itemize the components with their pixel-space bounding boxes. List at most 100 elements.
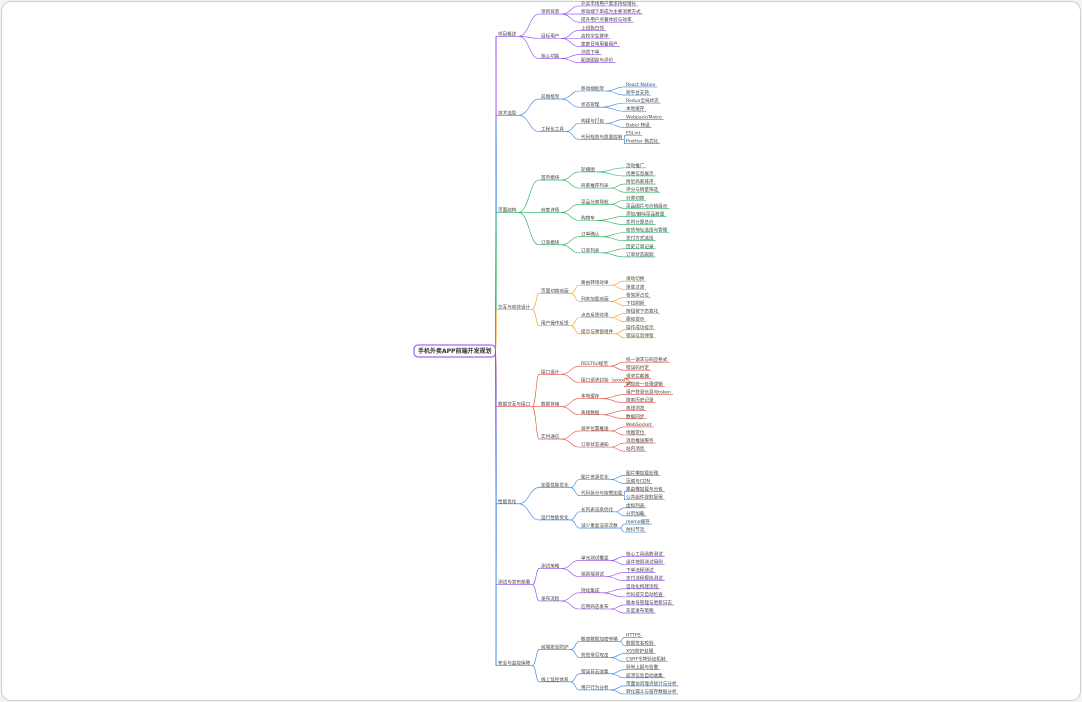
connector: [619, 637, 625, 642]
leaf-label: 灰度发布策略: [626, 607, 654, 614]
connector: [561, 236, 580, 246]
connector: [518, 13, 540, 37]
branch-label: 交互与动效设计: [498, 304, 531, 311]
connector: [570, 317, 580, 327]
node-label: 敏感数据加密传输: [581, 635, 618, 642]
node-label: 运行性能优化: [541, 514, 569, 521]
connector: [610, 280, 625, 286]
leaf-label: 用户登录信息与token: [626, 389, 671, 396]
connector: [518, 36, 540, 39]
connector: [605, 86, 625, 92]
leaf-label: React Native: [626, 82, 655, 88]
connector: [601, 248, 625, 254]
leaf-label: 虚拟列表: [626, 502, 645, 509]
leaf-label: XSS防护处理: [626, 648, 654, 655]
node-label: 本地缓存: [581, 393, 600, 400]
leaf-label: 图片懒加载处理: [626, 469, 659, 476]
node-label: 列表加载动画: [581, 295, 609, 302]
leaf-label: 组件快照测试用例: [626, 558, 663, 565]
connector: [610, 685, 625, 691]
connector: [561, 438, 580, 448]
connector: [561, 38, 580, 47]
leaf-label: 浏览下单: [581, 49, 600, 56]
node-label: 前端框架: [541, 93, 560, 100]
connector: [570, 641, 580, 650]
connector: [610, 183, 625, 189]
node-label: 用户操作反馈: [541, 320, 569, 327]
node-label: 防范常见攻击: [581, 652, 609, 659]
node-label: 图片资源优化: [581, 474, 609, 481]
connector: [610, 199, 625, 205]
node-label: 前端安全防护: [541, 643, 569, 650]
connector: [610, 442, 625, 448]
connector: [610, 556, 625, 561]
branch-label: 数据交互与接口: [498, 401, 531, 408]
connector: [601, 102, 625, 108]
leaf-label: 附近商家排序: [626, 178, 654, 185]
node-label: 错误日志收集: [581, 668, 609, 675]
leaf-label: 支付流程模拟测试: [626, 575, 663, 582]
leaf-label: 错误信息弹窗: [626, 332, 654, 339]
node-label: 提示与弹窗组件: [581, 328, 614, 335]
connector: [561, 204, 580, 213]
leaf-label: 搜索历史记录: [626, 397, 654, 404]
connector: [561, 365, 580, 375]
connector: [615, 507, 625, 513]
node-label: 测试策略: [541, 563, 560, 570]
leaf-label: 崩溃信息自动收集: [626, 672, 663, 679]
connector: [561, 406, 580, 416]
branch-label: 技术选型: [498, 109, 517, 116]
connector: [561, 54, 580, 59]
leaf-label: memo缓存: [626, 518, 650, 525]
leaf-label: HTTPS: [626, 632, 641, 638]
node-label: 核心功能: [541, 53, 560, 60]
leaf-label: 响应统一处理逻辑: [626, 380, 663, 387]
node-label: 订单模块: [541, 239, 560, 246]
connector: [610, 317, 625, 322]
leaf-label: 支付方式选择: [626, 235, 654, 242]
connector: [570, 293, 580, 302]
leaf-label: 路由懒加载与分包: [626, 486, 663, 493]
leaf-label: 提升用户点餐体验与效率: [581, 16, 632, 23]
connector: [610, 604, 625, 610]
branch-label: 测试与发布部署: [498, 579, 531, 586]
leaf-label: 外卖市场用户需求持续增长: [581, 0, 637, 7]
connector: [518, 114, 540, 132]
connector: [570, 284, 580, 294]
connector: [561, 58, 580, 63]
connector: [561, 430, 580, 440]
node-label: 构建与打包: [581, 117, 604, 124]
node-label: 订单列表: [581, 247, 600, 254]
leaf-label: 上班族白领: [581, 24, 604, 31]
connector: [532, 568, 540, 586]
connector: [532, 665, 540, 683]
connector: [518, 179, 540, 213]
branch-label: 项目概述: [498, 30, 517, 37]
leaf-label: CSRF令牌验证机制: [626, 656, 666, 663]
leaf-label: 异常上报与告警: [626, 664, 659, 671]
leaf-label: 压缩与CDN: [626, 478, 650, 485]
connector: [561, 90, 580, 100]
leaf-label: Redux全局状态: [626, 97, 659, 104]
leaf-label: 转化漏斗与留存数据分析: [626, 688, 677, 695]
connector: [609, 361, 625, 367]
node-label: 数据存储: [541, 401, 560, 408]
connector: [619, 527, 625, 533]
leaf-label: 错误码约定: [626, 364, 649, 371]
node-label: 持续集成: [581, 587, 600, 594]
connector: [561, 212, 580, 221]
connector: [565, 123, 580, 132]
leaf-label: 分页加载: [626, 510, 645, 517]
connector: [561, 5, 580, 15]
node-label: 加载性能优化: [541, 482, 569, 489]
node-label: 减少重复渲染次数: [581, 522, 618, 529]
node-label: 长列表渲染优化: [581, 506, 614, 513]
connector: [570, 673, 580, 683]
connector: [565, 131, 580, 140]
connector: [561, 568, 580, 577]
connector: [531, 373, 540, 407]
root-label: 手机外卖APP前端开发规划: [418, 347, 491, 355]
branch-label: 性能优化: [498, 498, 517, 505]
connector: [619, 641, 625, 646]
node-label: 页面切换动画: [541, 287, 569, 294]
